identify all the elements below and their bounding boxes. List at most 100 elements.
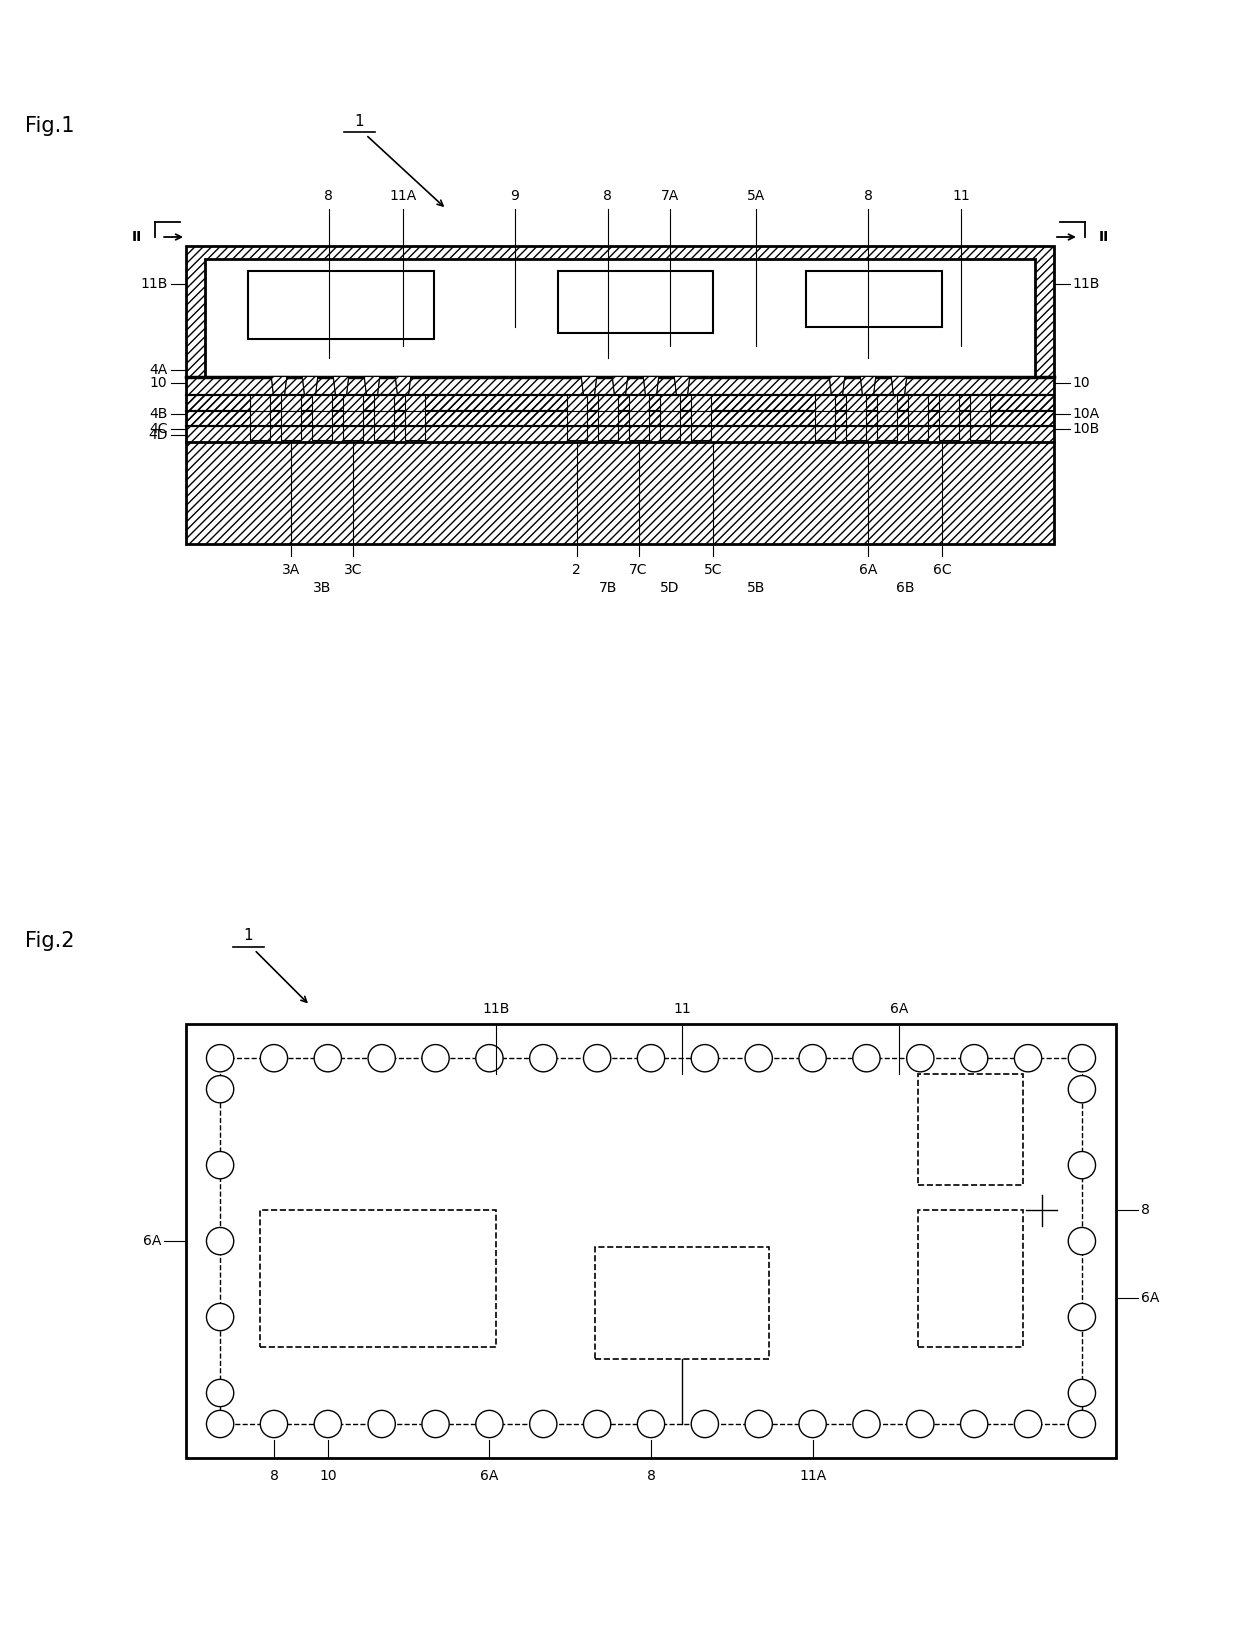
Circle shape [961,1045,988,1073]
Circle shape [853,1045,880,1073]
Text: 3B: 3B [314,582,331,595]
Bar [598,411,618,425]
Circle shape [1069,1045,1096,1073]
Bar [250,394,270,411]
Text: 10B: 10B [1073,422,1100,437]
Text: 10: 10 [319,1469,336,1483]
Circle shape [529,1410,557,1438]
Bar [221,1058,1081,1425]
Circle shape [206,1410,233,1438]
Polygon shape [613,377,627,394]
Bar [374,425,394,440]
Bar [343,425,363,440]
Text: 5C: 5C [704,562,722,577]
Circle shape [368,1045,396,1073]
Bar [250,411,270,425]
Circle shape [637,1045,665,1073]
Text: 8: 8 [646,1469,656,1483]
Circle shape [1069,1410,1096,1438]
Text: 8: 8 [603,189,613,202]
Polygon shape [861,377,875,394]
Text: 4C: 4C [149,422,167,437]
Bar [312,394,332,411]
Text: 10: 10 [1073,375,1090,390]
Bar [846,394,866,411]
Text: 11A: 11A [389,189,417,202]
Bar [970,425,990,440]
Text: 3A: 3A [283,562,300,577]
Bar [939,411,959,425]
Text: 1: 1 [243,929,253,944]
Bar [815,411,835,425]
Bar [374,394,394,411]
Bar [877,425,897,440]
Text: 11A: 11A [799,1469,826,1483]
Circle shape [637,1410,665,1438]
Bar [595,1247,769,1359]
Bar [939,425,959,440]
Text: 5B: 5B [748,582,765,595]
Text: 7A: 7A [661,189,678,202]
Bar [939,425,959,440]
Text: 10: 10 [150,375,167,390]
Text: 5A: 5A [748,189,765,202]
Bar [815,411,835,425]
Circle shape [584,1045,611,1073]
Bar [877,425,897,440]
Circle shape [853,1410,880,1438]
Bar [250,425,270,440]
Circle shape [422,1045,449,1073]
Circle shape [691,1410,718,1438]
Circle shape [1069,1076,1096,1104]
Text: 1: 1 [355,114,365,129]
Text: 3C: 3C [345,562,362,577]
Circle shape [260,1410,288,1438]
Bar [312,394,332,411]
Circle shape [422,1410,449,1438]
Bar [250,394,270,411]
Circle shape [260,1045,288,1073]
Text: II: II [1099,230,1109,244]
Bar [405,425,425,440]
Polygon shape [365,377,379,394]
Bar [939,394,959,411]
Bar [186,246,1054,544]
Text: 10A: 10A [1073,408,1100,421]
Bar [806,271,942,328]
Bar [970,411,990,425]
Bar [629,394,649,411]
Bar [250,411,270,425]
Bar [312,425,332,440]
Bar [660,411,680,425]
Bar [205,259,1035,377]
Circle shape [745,1410,773,1438]
Circle shape [206,1076,233,1104]
Polygon shape [644,377,658,394]
Bar [660,425,680,440]
Bar [186,394,1054,411]
Circle shape [906,1045,934,1073]
Bar [260,1209,496,1346]
Text: 7B: 7B [599,582,616,595]
Bar [374,425,394,440]
Bar [405,394,425,411]
Polygon shape [582,377,596,394]
Bar [691,411,711,425]
Bar [374,411,394,425]
Circle shape [1069,1379,1096,1407]
Bar [939,411,959,425]
Bar [918,1209,1023,1346]
Bar [815,394,835,411]
Bar [970,411,990,425]
Bar [343,411,363,425]
Bar [250,425,270,440]
Text: 8: 8 [269,1469,279,1483]
Bar [629,425,649,440]
Text: 6A: 6A [859,562,877,577]
Polygon shape [334,377,348,394]
Bar [908,411,928,425]
Bar [567,411,587,425]
Circle shape [476,1045,503,1073]
Polygon shape [303,377,317,394]
Bar [598,411,618,425]
